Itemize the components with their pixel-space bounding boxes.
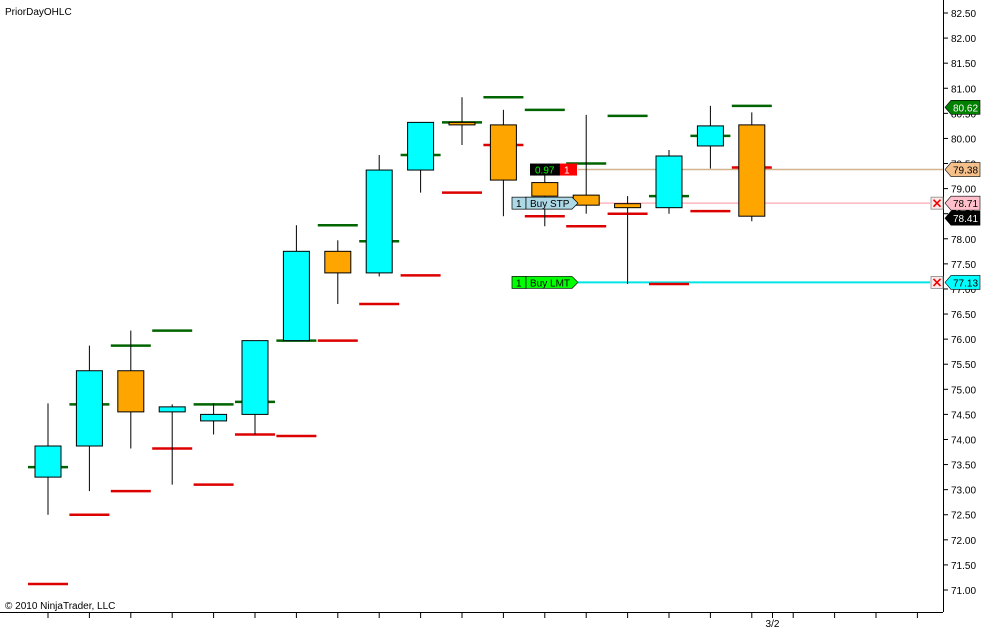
candle-body xyxy=(365,169,393,274)
price-tick-label: 77.00 xyxy=(951,285,976,296)
price-tick-label: 72.00 xyxy=(951,536,976,547)
price-marker-box xyxy=(944,100,981,115)
candlesticks xyxy=(34,97,766,515)
price-tick-label: 78.00 xyxy=(951,235,976,246)
time-axis: 3/2 xyxy=(47,612,918,630)
candle-body xyxy=(324,250,352,274)
buy-limit-order-tag[interactable]: 1 Buy LMT xyxy=(511,276,579,289)
price-tick-label: 81.00 xyxy=(951,84,976,95)
price-marker-box xyxy=(944,210,981,226)
order-qty: 1 xyxy=(516,199,522,210)
price-tick-label: 71.50 xyxy=(951,561,976,572)
candle-body xyxy=(282,250,310,342)
price-tick-label: 80.50 xyxy=(951,109,976,120)
price-marker-label: 78.41 xyxy=(953,214,978,225)
price-marker-label: 79.38 xyxy=(953,166,978,177)
order-label-box xyxy=(525,276,579,289)
position-pnl-box xyxy=(530,163,560,176)
price-tick-label: 73.00 xyxy=(951,486,976,497)
price-tick-label: 71.00 xyxy=(951,586,976,597)
price-tick-label: 77.50 xyxy=(951,260,976,271)
price-tick-label: 76.50 xyxy=(951,310,976,321)
price-tick-label: 80.00 xyxy=(951,134,976,145)
candle-body xyxy=(614,203,642,209)
cancel-stroke xyxy=(932,199,942,208)
order-tags[interactable]: 0.97 1 1 Buy STP 1 Buy LMT xyxy=(511,163,944,290)
candle-body xyxy=(696,125,724,147)
candle-body xyxy=(407,121,435,171)
position-qty: 1 xyxy=(564,166,570,177)
price-marker-label: 77.13 xyxy=(953,278,978,289)
price-marker-box xyxy=(944,275,981,290)
price-tick-label: 74.50 xyxy=(951,410,976,421)
buy-stop-order-tag[interactable]: 1 Buy STP xyxy=(511,196,579,210)
price-tick-label: 81.50 xyxy=(951,59,976,70)
price-markers: 80.62 79.38 78.71 78.41 77.13 xyxy=(944,100,981,290)
position-pnl: 0.97 xyxy=(535,166,555,177)
cancel-stroke xyxy=(932,278,942,287)
candle-body xyxy=(117,370,145,413)
candle-body xyxy=(655,155,683,209)
price-tick-label: 79.00 xyxy=(951,185,976,196)
price-marker-label: 80.62 xyxy=(953,103,978,114)
price-tick-label: 82.50 xyxy=(951,9,976,20)
order-qty: 1 xyxy=(516,278,522,289)
order-label-box xyxy=(525,196,579,210)
chart-title: PriorDayOHLC xyxy=(5,7,72,18)
cancel-order-icon[interactable] xyxy=(930,276,944,289)
copyright-label: © 2010 NinjaTrader, LLC xyxy=(5,601,115,612)
price-tick-label: 76.00 xyxy=(951,335,976,346)
price-tick-label: 73.50 xyxy=(951,461,976,472)
price-tick-label: 82.00 xyxy=(951,34,976,45)
price-marker-label: 78.71 xyxy=(953,199,978,210)
candle-body xyxy=(34,445,62,478)
candle-body xyxy=(531,182,559,197)
candle-body xyxy=(75,370,103,447)
time-tick-label: 3/2 xyxy=(766,619,780,630)
price-tick-label: 74.00 xyxy=(951,435,976,446)
cancel-order-icon[interactable] xyxy=(930,196,944,210)
candle-body xyxy=(448,121,476,126)
order-label: Buy LMT xyxy=(530,278,570,289)
candle-body xyxy=(738,124,766,217)
price-tick-label: 72.50 xyxy=(951,511,976,522)
candle-body xyxy=(241,340,269,415)
price-tick-label: 75.00 xyxy=(951,385,976,396)
candle-body xyxy=(158,406,186,413)
price-marker-box xyxy=(944,195,981,211)
candle-body xyxy=(200,413,228,422)
order-label: Buy STP xyxy=(530,199,570,210)
price-marker-box xyxy=(944,162,981,177)
candle-body xyxy=(489,124,517,181)
position-qty-box xyxy=(560,163,577,176)
price-tick-label: 75.50 xyxy=(951,360,976,371)
